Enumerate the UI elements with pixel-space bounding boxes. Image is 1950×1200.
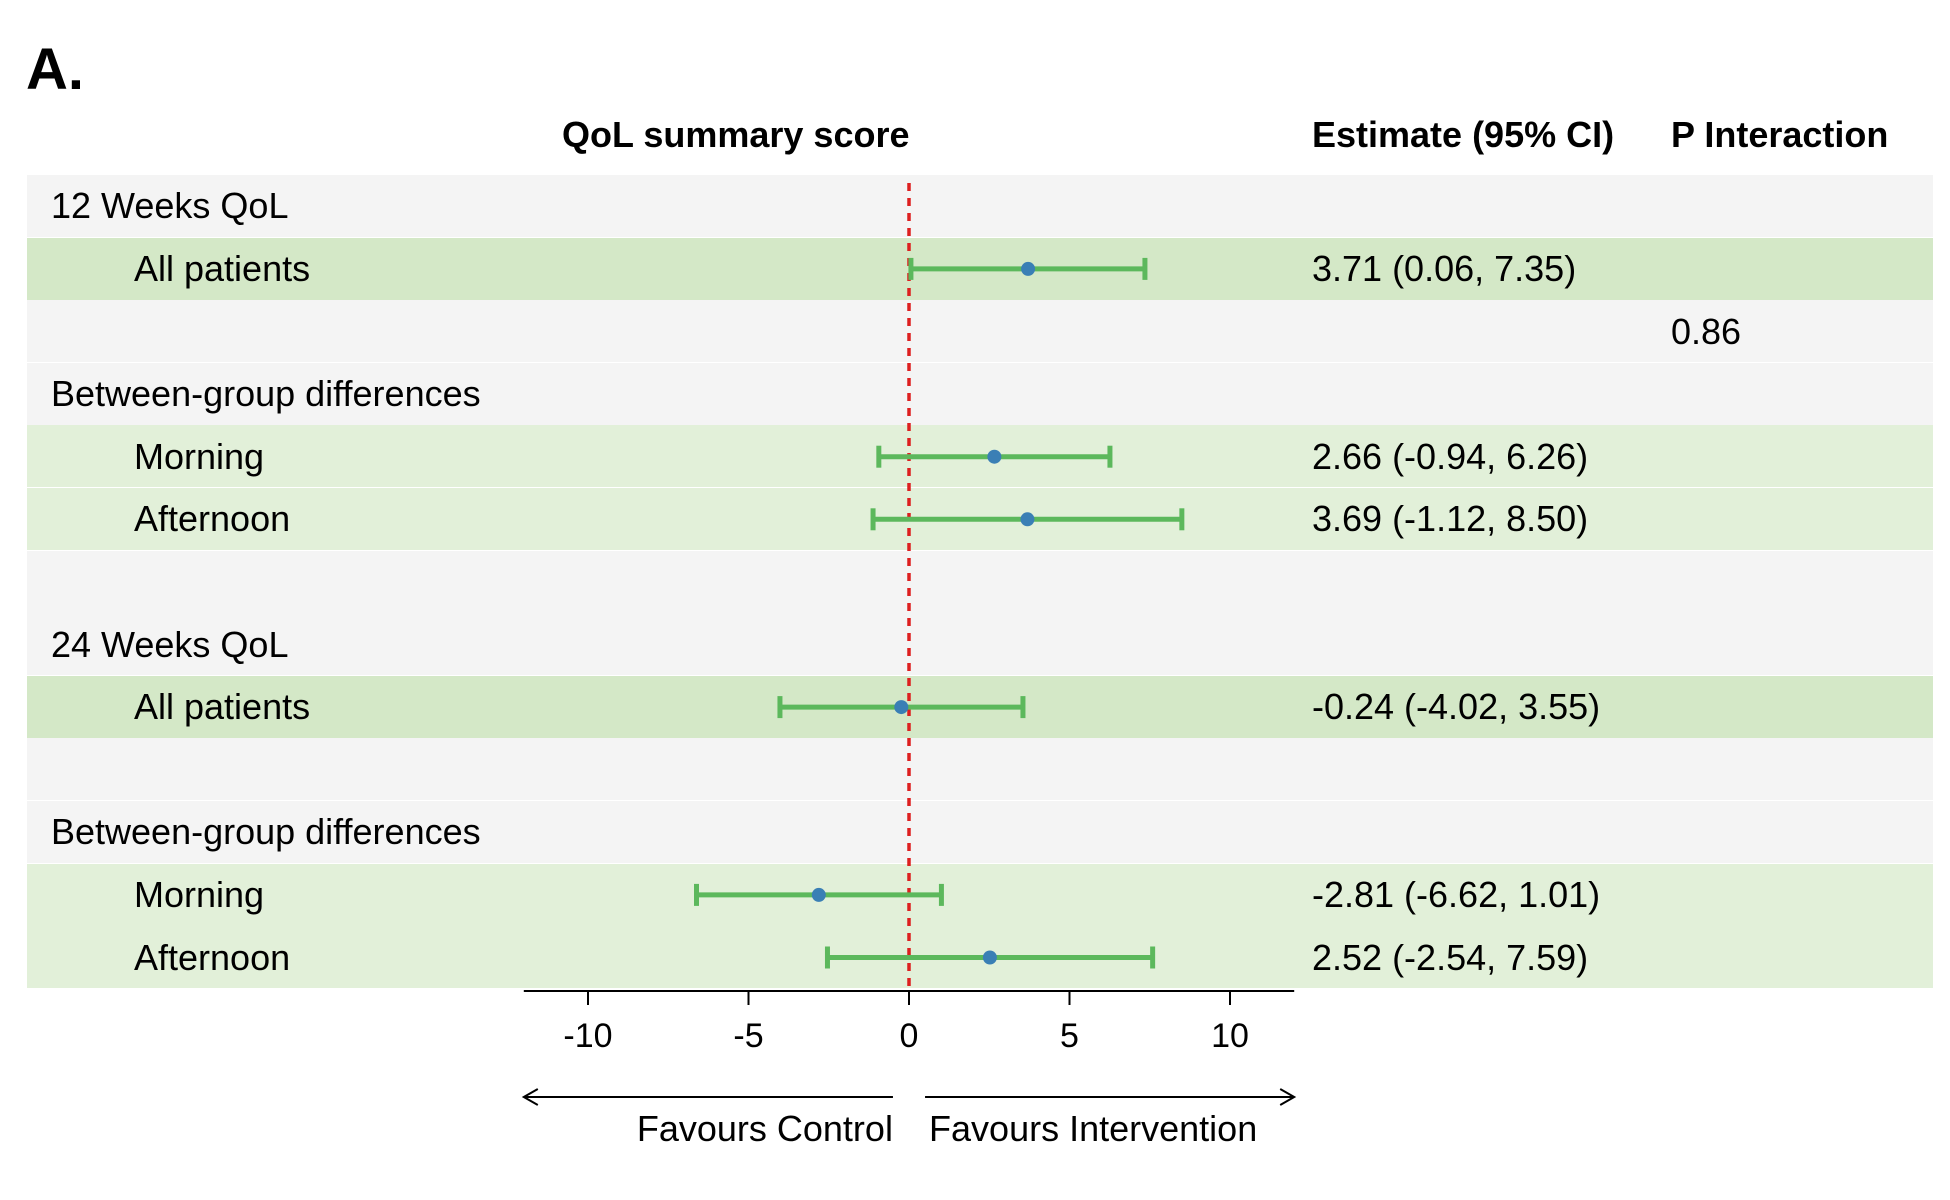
p-interaction-header: P Interaction: [1671, 114, 1889, 155]
row-label: All patients: [134, 247, 311, 289]
row-label: Morning: [134, 873, 265, 915]
plot-header: QoL summary score: [562, 114, 910, 155]
table-row: [27, 175, 1933, 237]
table-row: [27, 863, 1933, 926]
table-row: [27, 300, 1933, 363]
table-row: [27, 550, 1933, 613]
row-label: Between-group differences: [51, 811, 481, 853]
table-row: [27, 738, 1933, 801]
p-interaction-value: 0.86: [1671, 310, 1742, 352]
x-tick-label: -10: [563, 1017, 612, 1055]
estimate-text: 2.52 (-2.54, 7.59): [1312, 936, 1589, 978]
estimate-text: 3.71 (0.06, 7.35): [1312, 247, 1577, 289]
table-row: [27, 362, 1933, 425]
point-estimate: [894, 700, 909, 715]
row-label: Between-group differences: [51, 373, 481, 415]
point-estimate: [1020, 512, 1035, 527]
point-estimate: [982, 950, 997, 965]
panel-label: A.: [26, 37, 84, 102]
row-label: All patients: [134, 686, 311, 728]
point-estimate: [987, 449, 1002, 464]
estimate-text: 3.69 (-1.12, 8.50): [1312, 498, 1589, 540]
row-label: Morning: [134, 435, 265, 477]
arrow-left-head: [521, 1088, 539, 1106]
row-label: 12 Weeks QoL: [51, 185, 289, 227]
table-row: [27, 613, 1933, 676]
x-tick-label: 0: [900, 1017, 919, 1055]
table-row: [27, 801, 1933, 863]
arrow-right-head: [1279, 1088, 1297, 1106]
estimate-text: 2.66 (-0.94, 6.26): [1312, 435, 1589, 477]
row-label: Afternoon: [134, 498, 291, 540]
estimate-text: -0.24 (-4.02, 3.55): [1312, 686, 1601, 728]
favours-control-label: Favours Control: [636, 1108, 893, 1149]
x-tick-label: -5: [733, 1017, 763, 1055]
point-estimate: [1021, 261, 1036, 276]
x-tick-label: 10: [1211, 1017, 1249, 1055]
row-label: Afternoon: [134, 936, 291, 978]
row-label: 24 Weeks QoL: [51, 623, 289, 665]
estimate-header: Estimate (95% CI): [1312, 114, 1615, 155]
x-tick-label: 5: [1060, 1017, 1079, 1055]
point-estimate: [811, 887, 826, 902]
estimate-text: -2.81 (-6.62, 1.01): [1312, 873, 1601, 915]
favours-intervention-label: Favours Intervention: [929, 1108, 1258, 1149]
